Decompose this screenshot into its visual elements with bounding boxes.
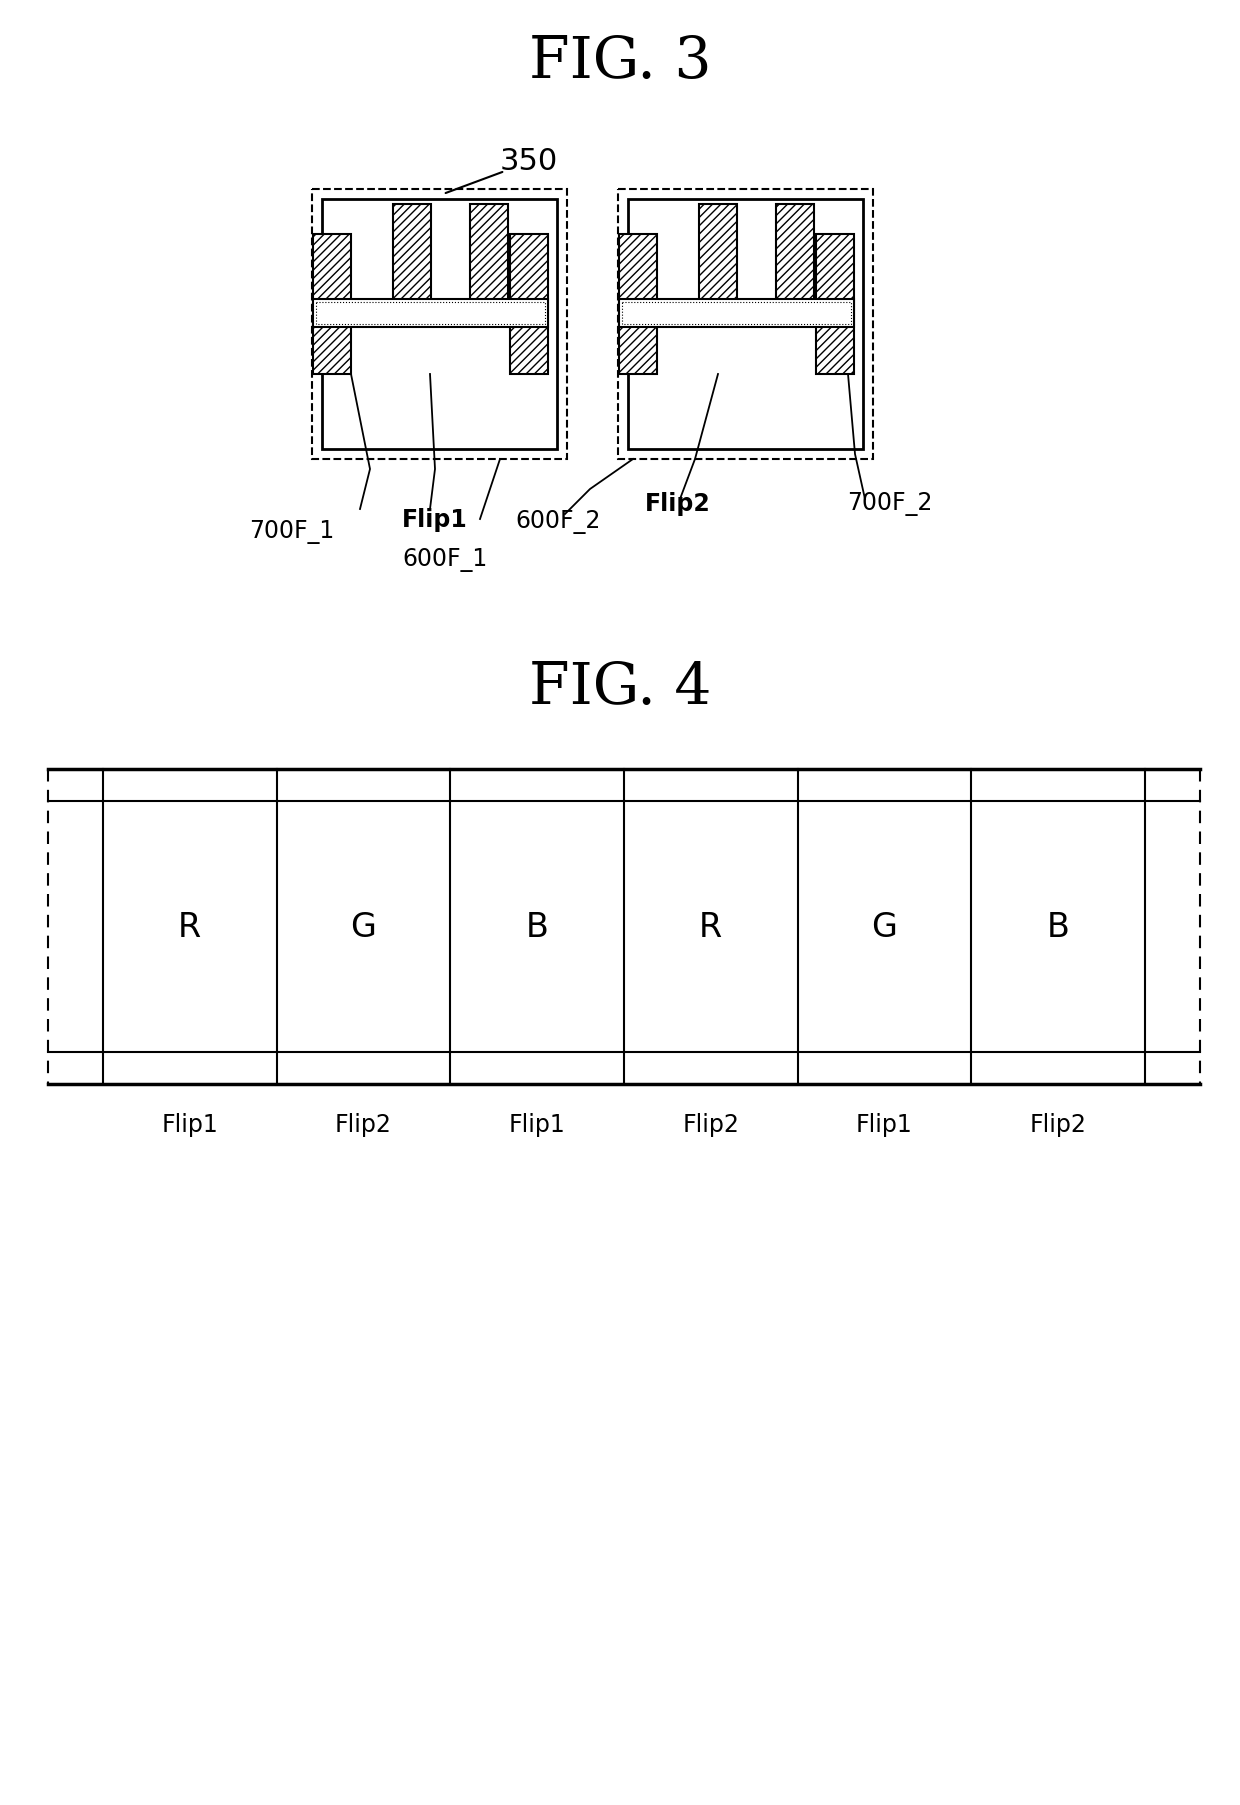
Text: Flip1: Flip1 — [856, 1112, 913, 1137]
Bar — [393, 206, 432, 325]
Text: G: G — [351, 910, 377, 944]
Text: 700F_2: 700F_2 — [847, 491, 932, 516]
Bar — [619, 300, 854, 329]
Text: Flip1: Flip1 — [508, 1112, 565, 1137]
Text: R: R — [699, 910, 723, 944]
Text: Flip1: Flip1 — [161, 1112, 218, 1137]
Bar — [470, 206, 508, 325]
Text: G: G — [872, 910, 898, 944]
Bar — [776, 206, 813, 325]
Bar — [699, 206, 737, 325]
Text: Flip1: Flip1 — [402, 507, 467, 532]
Bar — [622, 303, 851, 325]
Bar — [510, 235, 548, 375]
Text: Flip2: Flip2 — [645, 491, 711, 516]
Bar — [816, 235, 854, 375]
Text: Flip2: Flip2 — [1029, 1112, 1086, 1137]
Bar — [316, 303, 546, 325]
Text: 600F_1: 600F_1 — [402, 547, 487, 572]
Text: B: B — [1047, 910, 1070, 944]
Bar — [312, 235, 351, 375]
Text: Flip2: Flip2 — [335, 1112, 392, 1137]
Text: 700F_1: 700F_1 — [249, 520, 335, 543]
Bar — [312, 190, 567, 460]
Bar — [627, 200, 863, 449]
Text: R: R — [179, 910, 201, 944]
Bar — [619, 235, 657, 375]
Bar — [618, 190, 873, 460]
Text: 350: 350 — [500, 148, 558, 177]
Bar — [322, 200, 557, 449]
Text: Flip2: Flip2 — [682, 1112, 739, 1137]
Bar — [312, 300, 548, 329]
Text: 600F_2: 600F_2 — [516, 509, 600, 534]
Text: FIG. 3: FIG. 3 — [528, 34, 712, 90]
Text: B: B — [526, 910, 548, 944]
Text: FIG. 4: FIG. 4 — [528, 659, 712, 715]
